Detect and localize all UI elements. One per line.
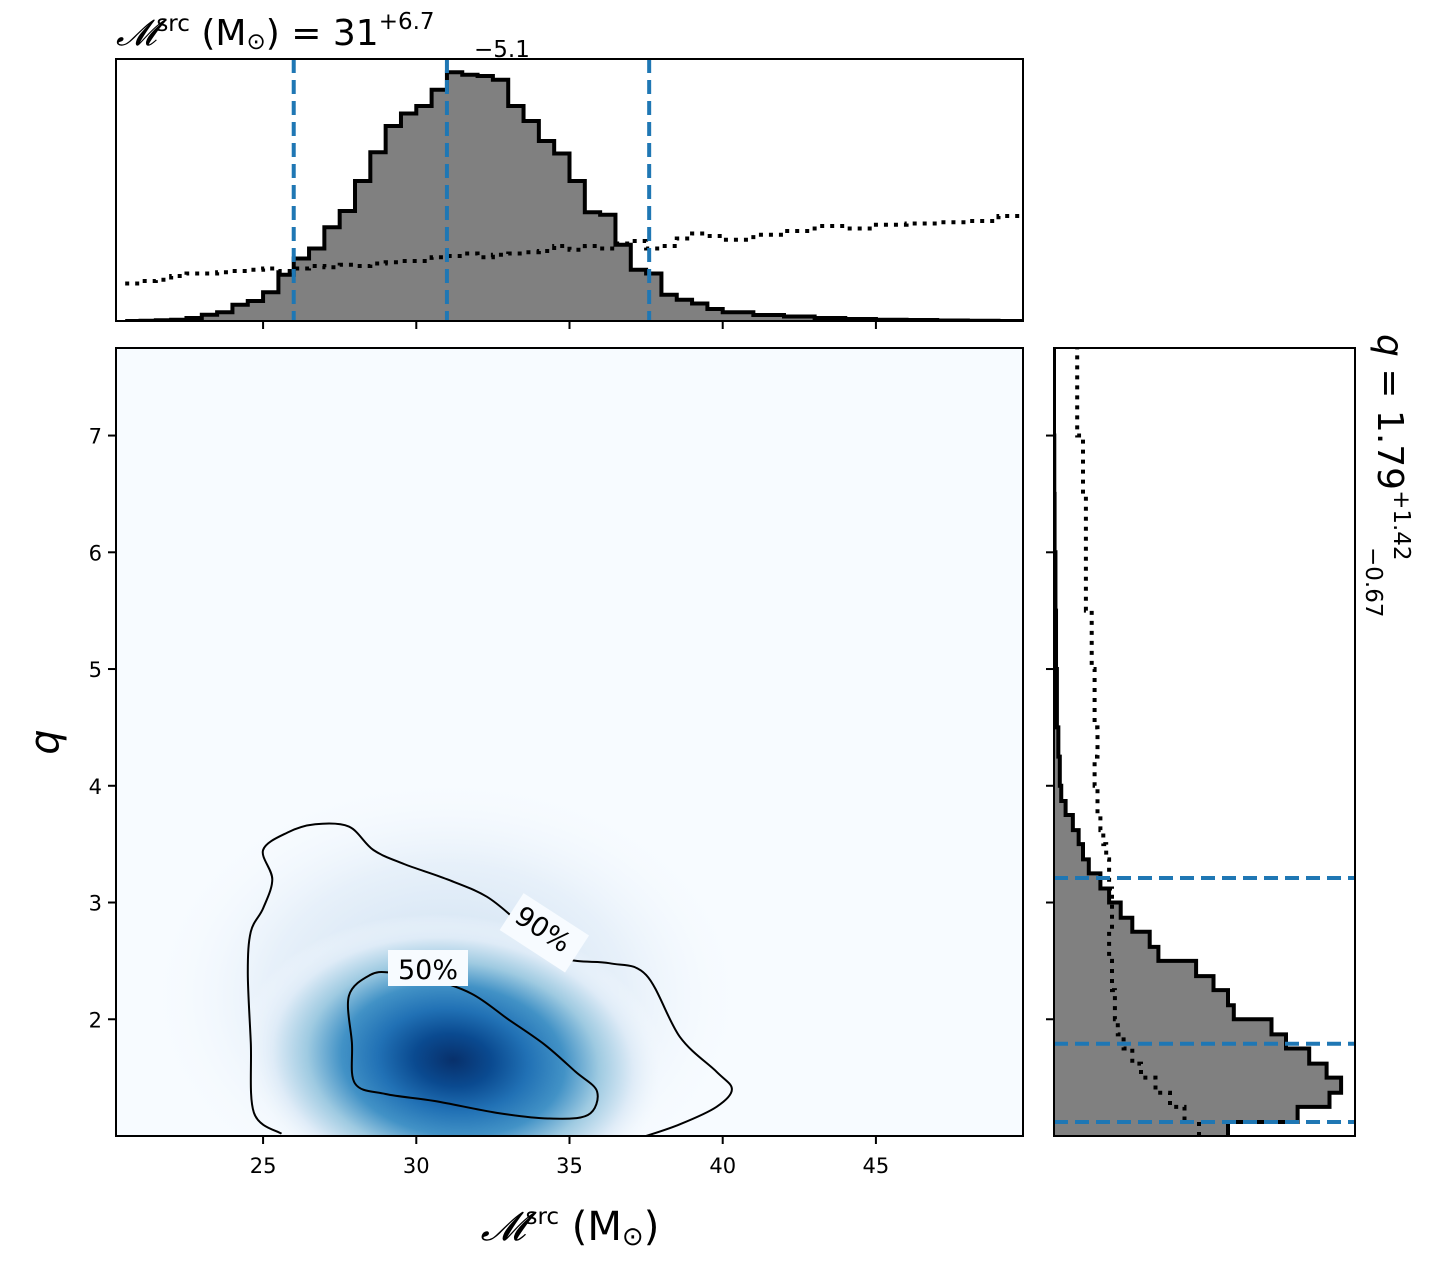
mc-title-sup: src <box>156 11 190 37</box>
y-tick-label-4: 6 <box>89 541 102 565</box>
y-tick-label-5: 7 <box>89 425 102 449</box>
x-tick-label-4: 45 <box>863 1154 890 1178</box>
x-label-unit: (M <box>559 1204 622 1250</box>
q-title-lower: −0.67 <box>1360 547 1386 617</box>
y-tick-label-1: 3 <box>89 892 102 916</box>
q-marginal-frame <box>1053 347 1356 1137</box>
q-marginal-panel: q = 1.79+1.42−0.67 <box>1046 334 1414 1137</box>
q-prior-line <box>1075 348 1201 1136</box>
mc-title-unit-close: ) = <box>266 13 333 54</box>
x-label-unit-close: ) <box>644 1204 660 1250</box>
mc-marginal-panel: 𝓜src (M⊙) = 31+6.7−5.1 <box>115 9 1024 329</box>
contour-label-50-gap <box>388 950 468 986</box>
q-posterior-fill <box>1054 348 1342 1136</box>
mc-posterior-line <box>125 70 1023 321</box>
x-label-sup: src <box>525 1204 559 1230</box>
x-label-sun-symbol: ⊙ <box>622 1222 644 1252</box>
q-title-upper: +1.42 <box>1388 490 1414 560</box>
q-title-text: = 1.79 <box>1369 357 1410 490</box>
x-tick-label-0: 25 <box>250 1154 277 1178</box>
mc-title-value: 31 <box>333 13 379 54</box>
mc-marginal-title: 𝓜src (M⊙) = 31+6.7−5.1 <box>116 9 530 63</box>
mc-title-unit: (M <box>190 13 247 54</box>
density-core <box>238 914 668 1136</box>
contour-90 <box>246 822 733 1136</box>
mc-posterior-fill <box>125 72 1023 321</box>
x-tick-label-2: 35 <box>556 1154 583 1178</box>
x-tick-label-3: 40 <box>709 1154 736 1178</box>
y-tick-label-3: 5 <box>89 658 102 682</box>
y-tick-label-0: 2 <box>89 1008 102 1032</box>
y-tick-label-2: 4 <box>89 775 102 799</box>
q-title-symbol: q <box>1369 334 1410 357</box>
contour-label-90-gap <box>499 893 590 973</box>
y-axis-label: q <box>22 729 68 754</box>
q-marginal-title: q = 1.79+1.42−0.67 <box>1360 334 1414 617</box>
mc-title-upper: +6.7 <box>379 9 435 35</box>
x-tick-label-1: 30 <box>403 1154 430 1178</box>
contour-label-50: 50% <box>398 955 458 986</box>
x-axis-label: 𝓜src (M⊙) <box>481 1204 660 1252</box>
q-posterior-line <box>1054 348 1344 1136</box>
mc-title-lower: −5.1 <box>474 37 530 63</box>
mc-title-sun-symbol: ⊙ <box>246 29 265 55</box>
